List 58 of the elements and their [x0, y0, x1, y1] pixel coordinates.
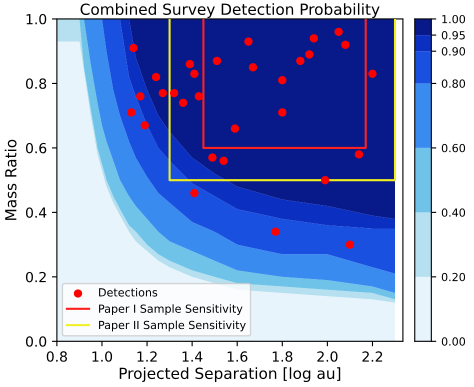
point — [152, 72, 160, 82]
point — [136, 92, 144, 100]
x-tick-label: 1.2 — [138, 351, 157, 362]
chart-title: Combined Survey Detection Probability — [80, 3, 380, 18]
color-bar-label: 0.00 — [442, 337, 466, 346]
y-tick-label: 0.6 — [26, 142, 46, 154]
point — [220, 156, 228, 165]
point — [127, 108, 136, 117]
point — [190, 70, 199, 78]
point — [278, 76, 286, 84]
x-tick-label: 2.2 — [362, 351, 382, 362]
legend-label: Detections — [99, 288, 158, 297]
point — [178, 98, 188, 107]
point — [129, 44, 138, 52]
y-tick-label: 0.4 — [26, 207, 46, 218]
point — [140, 121, 149, 130]
point — [194, 92, 204, 100]
point — [248, 63, 258, 72]
y-tick-label: 0.0 — [26, 336, 46, 347]
color-bar-label: 1.00 — [442, 14, 466, 24]
x-tick-label: 2.0 — [317, 351, 338, 362]
y-tick-label: 1.0 — [26, 14, 46, 24]
point — [341, 40, 350, 49]
color-bar-label: 0.90 — [442, 47, 466, 56]
y-tick-label: 0.8 — [26, 78, 46, 89]
point — [368, 70, 377, 78]
x-tick-label: 1.4 — [182, 351, 202, 362]
x-tick-label: 1.0 — [92, 351, 112, 362]
point — [346, 240, 354, 249]
point — [278, 108, 286, 117]
point — [334, 28, 343, 36]
y-axis-title: Mass Ratio — [4, 140, 17, 220]
point — [158, 88, 167, 98]
point — [230, 124, 240, 133]
x-tick-label: 1.8 — [272, 351, 292, 362]
color-bar-label: 0.80 — [442, 79, 466, 88]
point — [244, 37, 253, 46]
point — [212, 56, 222, 66]
x-tick-label: 0.8 — [46, 351, 67, 362]
point — [310, 34, 318, 42]
x-axis-title: Projected Separation [log au] — [120, 367, 340, 382]
point — [296, 56, 304, 66]
point — [170, 88, 178, 98]
point — [305, 50, 314, 59]
color-bar-label: 0.95 — [442, 31, 465, 40]
point — [271, 228, 280, 236]
color-bar-label: 0.60 — [442, 144, 466, 152]
y-tick-label: 0.2 — [26, 272, 46, 282]
point — [186, 60, 194, 68]
point — [190, 188, 199, 198]
x-tick-label: 1.6 — [228, 351, 248, 362]
point — [320, 176, 330, 184]
legend-label: Paper I Sample Sensitivity — [99, 304, 243, 316]
legend-label: Paper II Sample Sensitivity — [99, 320, 246, 332]
point — [354, 150, 364, 159]
point — [208, 153, 217, 162]
color-bar-label: 0.40 — [442, 208, 466, 217]
color-bar-label: 0.20 — [442, 272, 466, 282]
